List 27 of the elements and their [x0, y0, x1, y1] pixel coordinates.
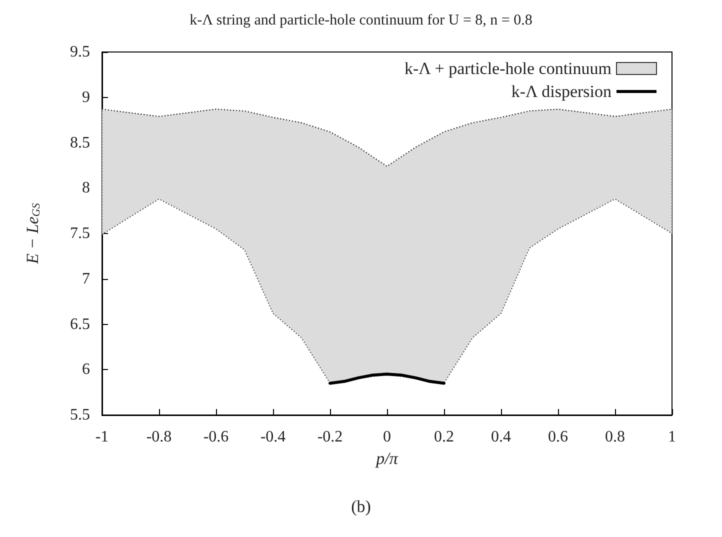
y-tick-label: 8.5 [70, 134, 90, 152]
x-tick-label: -0.8 [146, 428, 172, 446]
legend-label: k-Λ dispersion [511, 82, 612, 101]
x-tick-label: -0.6 [203, 428, 229, 446]
y-tick-label: 9.5 [70, 44, 90, 60]
chart-title: k-Λ string and particle-hole continuum for U = 8, n = 0.8 [190, 12, 532, 28]
x-tick-label: 0.8 [605, 428, 625, 446]
x-axis-title: p/π [375, 449, 398, 468]
x-tick-label: 0 [383, 428, 391, 446]
y-tick-label: 8 [82, 180, 90, 197]
x-tick-label: -1 [95, 428, 109, 446]
y-axis-title: E − LeGS [23, 202, 42, 265]
x-tick-label: 0.4 [491, 428, 511, 446]
x-tick-label: -0.4 [260, 428, 286, 446]
y-tick-label: 9 [82, 88, 90, 106]
y-tick-label: 5.5 [70, 406, 90, 424]
y-tick-label: 7 [82, 270, 90, 288]
x-tick-label: 0.6 [548, 428, 568, 446]
y-tick-label: 6 [82, 361, 90, 378]
y-tick-label: 7.5 [70, 225, 90, 242]
text: (b) [351, 497, 371, 516]
y-tick-label: 6.5 [70, 316, 90, 333]
x-tick-label: -0.2 [317, 428, 343, 446]
x-tick-label: 1 [668, 428, 676, 446]
line-series [328, 372, 446, 385]
x-tick-label: 0.2 [434, 428, 454, 446]
legend-label: k-Λ + particle-hole continuum [404, 59, 612, 78]
